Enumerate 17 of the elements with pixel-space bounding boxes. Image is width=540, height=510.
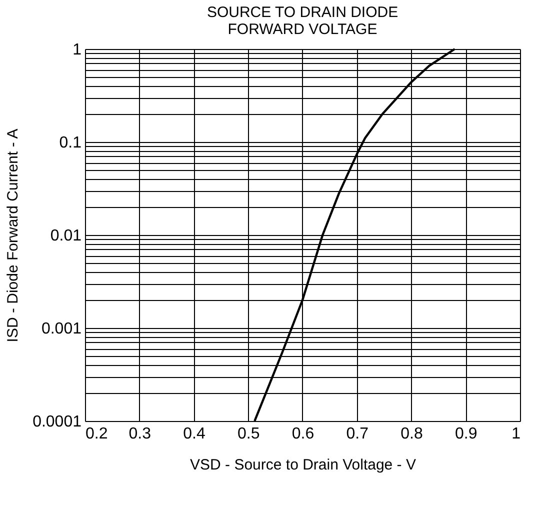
x-tick-label: 0.8 bbox=[400, 426, 423, 442]
y-tick-label: 0.0001 bbox=[32, 414, 82, 430]
chart-title: SOURCE TO DRAIN DIODE FORWARD VOLTAGE bbox=[206, 4, 398, 38]
x-tick-label: 0.4 bbox=[183, 426, 206, 442]
x-axis-title: VSD - Source to Drain Voltage - V bbox=[190, 456, 416, 474]
x-tick-label: 0.5 bbox=[238, 426, 260, 442]
y-tick-label: 0.1 bbox=[59, 134, 82, 152]
x-tick-label: 1 bbox=[512, 426, 521, 442]
x-tick-label: 0.6 bbox=[292, 426, 314, 442]
x-tick-label: 0.9 bbox=[455, 426, 478, 442]
y-axis-title: ISD - Diode Forward Current - A bbox=[4, 128, 22, 342]
y-tick-label: 0.01 bbox=[50, 228, 82, 244]
x-tick-label: 0.2 bbox=[86, 426, 108, 442]
x-tick-label: 0.3 bbox=[128, 426, 152, 442]
y-tick-label: 1 bbox=[72, 42, 82, 58]
y-tick-label: 0.001 bbox=[41, 320, 82, 338]
x-tick-label: 0.7 bbox=[346, 426, 369, 442]
